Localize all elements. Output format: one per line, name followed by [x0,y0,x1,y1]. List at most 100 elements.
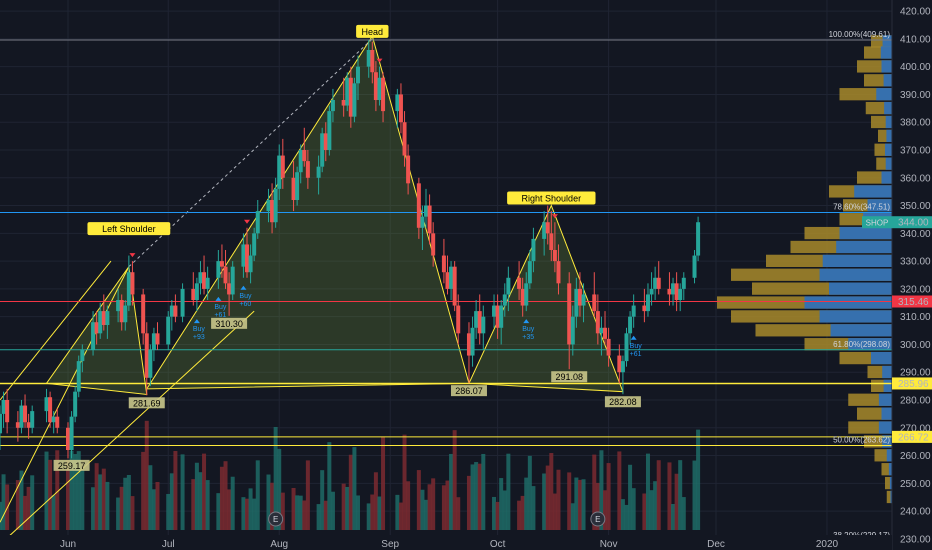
price-tick-label: 340.00 [900,229,931,240]
volume-bar [667,462,672,530]
time-axis[interactable]: Jun Jul Aug Sep Oct Nov Dec 2020 E E [0,511,892,550]
candle-body [191,288,196,300]
candle-body [151,333,156,350]
volume-bar [549,453,554,530]
price-tick-label: 410.00 [900,34,931,45]
price-tag-box [892,295,932,308]
volume-bar [166,493,171,530]
volume-bar [48,459,53,530]
price-tick-label: 310.00 [900,312,931,323]
volume-bar [141,451,146,530]
candle-body [141,294,146,334]
volume-bar [298,495,303,530]
volume-profile [717,35,892,504]
volume-bar [642,493,647,530]
volume-bars [0,420,701,530]
volume-bar [219,466,224,530]
candle-body [506,277,511,295]
candle-body [352,83,357,117]
volume-bar [1,474,6,530]
profile-bar-up [867,199,892,212]
low-label-box [551,371,588,383]
candle-body [398,94,403,123]
candle-body [406,155,411,184]
volume-bar [398,502,403,530]
candle-body [420,216,425,228]
candle-body [452,266,457,306]
profile-bar-up [883,74,892,87]
volume-bar [377,496,382,530]
pattern-label: Left Shoulder [102,224,156,234]
volume-bar [499,478,504,530]
candle-body [266,200,271,212]
candle-body [527,261,532,284]
volume-bar [44,451,49,530]
volume-bar [624,504,629,530]
candle-body [470,327,475,356]
low-label-box [53,459,90,471]
candle-body [270,200,275,223]
profile-bar-up [836,240,892,254]
buy-signal-value: +61 [214,312,226,319]
candle-body [166,316,171,345]
volume-bar [69,450,74,530]
volume-bar [570,503,575,530]
price-axis[interactable]: 230.00 240.00 250.00 260.00 270.00 280.00 290.… [862,0,932,550]
volume-bar [255,460,260,530]
profile-bar-up [880,46,892,59]
candle-body [44,397,49,412]
volume-bar [341,483,346,530]
price-tick-label: 260.00 [900,451,931,462]
volume-bar [252,498,257,530]
buy-signal-label: Buy [193,326,206,333]
volume-bar [227,489,232,530]
profile-bar-total [885,476,892,490]
profile-bar-up [819,268,892,281]
candle-body [445,272,450,289]
volume-bar [542,473,547,530]
candle-body [248,255,253,273]
pattern-label: Right Shoulder [522,194,582,204]
volume-bar [355,495,360,530]
fib-label: 100.00%(409.61) [829,30,891,39]
volume-bar [427,484,432,530]
profile-bar-up [889,476,892,490]
time-axis-bg [0,535,892,550]
buy-signal-value: +61 [630,351,642,358]
candle-body [230,266,235,295]
volume-bar [0,501,2,530]
candle-body [302,150,307,162]
price-tick-label: 290.00 [900,368,931,379]
candle-body [252,233,257,256]
volume-bar [30,475,35,530]
profile-bar-up [881,407,892,420]
volume-bar [406,481,411,530]
volume-bar [180,454,185,530]
profile-bar-up [871,351,892,365]
volume-bar [592,454,597,530]
volume-bar [94,463,99,530]
candle-body [169,305,174,317]
candle-body [98,311,103,334]
price-tick-label: 400.00 [900,62,931,73]
candle-body [570,316,575,345]
candle-body [477,311,482,334]
low-label: 286.07 [455,386,483,396]
price-tag: 344.00 [898,218,929,229]
volume-bar [606,463,611,530]
volume-bar [348,454,353,530]
volume-bar [194,462,199,530]
candle-body [55,416,60,428]
candle-body [620,361,625,373]
volume-bar [26,486,31,530]
candle-body [402,122,407,156]
volume-bar [452,430,457,530]
price-tag: 266.72 [898,432,929,443]
sell-arrow-icon [244,219,251,224]
volume-bar [241,497,246,530]
buy-arrow-icon [630,335,637,340]
price-axis-bg [892,0,932,550]
candle-body [599,327,604,334]
volume-bar [191,479,196,530]
